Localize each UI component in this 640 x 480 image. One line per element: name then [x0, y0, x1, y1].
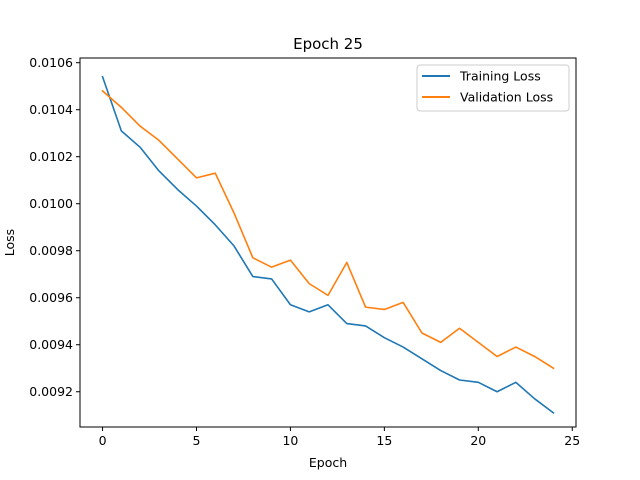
legend-label-validation-loss: Validation Loss — [460, 90, 553, 105]
x-axis-label: Epoch — [309, 455, 347, 470]
x-tick-label-10: 10 — [282, 433, 298, 448]
y-axis-label: Loss — [2, 229, 17, 256]
y-tick-label-0: 0.0092 — [29, 384, 73, 399]
legend: Training Loss Validation Loss — [416, 64, 570, 112]
series-line-validation-loss — [101, 89, 555, 370]
legend-box — [416, 64, 570, 112]
y-tick-label-4: 0.0100 — [29, 196, 73, 211]
y-tick-label-3: 0.0098 — [29, 243, 73, 258]
y-tick-label-5: 0.0102 — [29, 149, 73, 164]
x-axis-ticks: 0 5 10 15 20 25 — [99, 427, 580, 448]
chart-title: Epoch 25 — [293, 35, 363, 53]
y-tick-label-7: 0.0106 — [29, 55, 73, 70]
x-tick-label-15: 15 — [376, 433, 392, 448]
y-axis-ticks: 0.0092 0.0094 0.0096 0.0098 0.0100 0.0102 0.01… — [29, 55, 80, 399]
x-tick-label-0: 0 — [99, 433, 107, 448]
y-tick-label-2: 0.0096 — [29, 290, 73, 305]
x-tick-label-25: 25 — [564, 433, 580, 448]
x-tick-label-20: 20 — [470, 433, 486, 448]
x-tick-label-5: 5 — [193, 433, 201, 448]
series-line-training-loss — [101, 75, 555, 415]
plot-frame — [79, 57, 577, 428]
series-layer — [101, 75, 555, 415]
legend-label-training-loss: Training Loss — [459, 69, 541, 84]
y-tick-label-6: 0.0104 — [29, 102, 73, 117]
y-tick-label-1: 0.0094 — [29, 337, 73, 352]
